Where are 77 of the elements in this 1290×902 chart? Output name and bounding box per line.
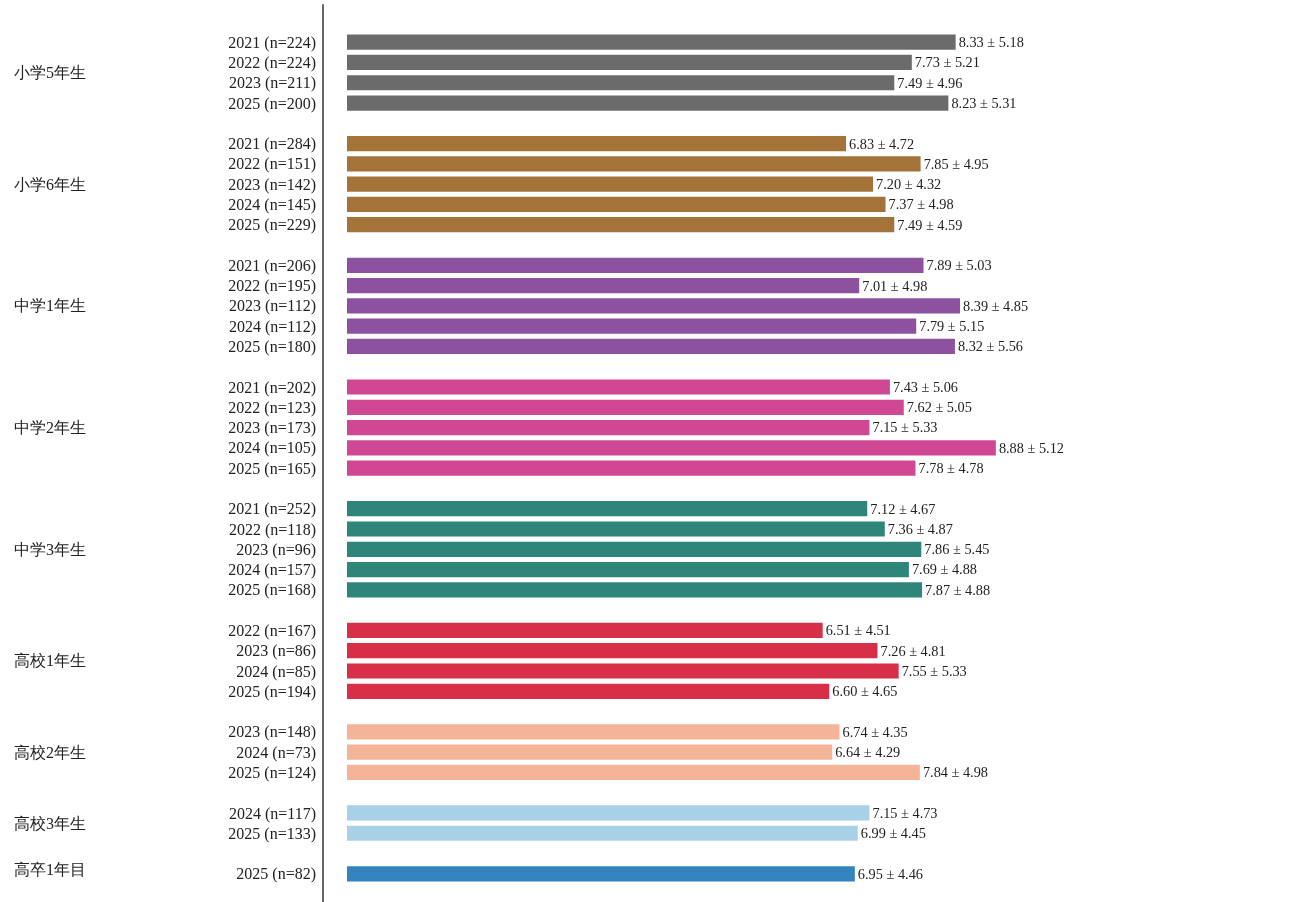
y-tick-label: 2022 (n=167) [228, 622, 316, 641]
data-label: 8.32 ± 5.56 [957, 338, 1024, 355]
text: 高校2年生 [14, 744, 86, 761]
y-tick-label: 2025 (n=194) [228, 682, 316, 701]
data-label: 7.37 ± 4.98 [888, 196, 954, 213]
y-tick-label: 2023 (n=86) [236, 642, 316, 661]
y-tick-label: 2022 (n=195) [228, 277, 316, 296]
data-label: 7.49 ± 4.96 [897, 74, 963, 91]
data-label: 7.36 ± 4.87 [887, 520, 953, 537]
y-tick-label: 2022 (n=123) [228, 398, 316, 417]
text: 小学6年生 [14, 176, 86, 193]
y-tick-label: 2025 (n=180) [228, 338, 316, 357]
y-tick-label: 2021 (n=224) [228, 33, 316, 52]
y-tick-label: 2025 (n=229) [228, 216, 316, 235]
y-tick-label: 2021 (n=206) [228, 256, 316, 275]
text: 小学5年生 [14, 64, 86, 81]
data-label: 7.78 ± 4.78 [918, 460, 984, 477]
y-tick-label: 2024 (n=117) [228, 804, 316, 823]
data-label: 7.55 ± 5.33 [901, 662, 967, 679]
y-tick-label: 2023 (n=96) [236, 540, 316, 559]
y-tick-label: 2024 (n=112) [228, 317, 316, 336]
y-tick-label: 2023 (n=211) [228, 74, 316, 93]
data-label: 7.01 ± 4.98 [862, 277, 928, 294]
data-label: 7.43 ± 5.06 [892, 378, 958, 395]
y-tick-label: 2025 (n=133) [228, 824, 316, 843]
text: 中学1年生 [14, 297, 86, 314]
data-label: 8.33 ± 5.18 [958, 34, 1024, 51]
data-label: 7.20 ± 4.32 [876, 176, 942, 193]
y-tick-label: 2022 (n=151) [228, 155, 316, 174]
data-label: 6.60 ± 4.65 [832, 683, 898, 700]
data-label: 7.26 ± 4.81 [880, 642, 946, 659]
data-label: 8.88 ± 5.12 [998, 439, 1064, 456]
data-label: 8.23 ± 5.31 [951, 94, 1017, 111]
y-tick-label: 2022 (n=224) [228, 54, 316, 73]
y-tick-label: 2023 (n=112) [228, 297, 316, 316]
y-tick-label: 2025 (n=165) [228, 459, 316, 478]
data-label: 6.99 ± 4.45 [860, 825, 926, 842]
text: 高校1年生 [14, 652, 86, 669]
data-label: 7.12 ± 4.67 [870, 500, 936, 517]
data-label: 6.74 ± 4.35 [842, 723, 908, 740]
data-label: 6.83 ± 4.72 [849, 135, 915, 152]
text: 中学3年生 [14, 541, 86, 558]
y-tick-label: 2023 (n=142) [228, 175, 316, 194]
y-tick-label: 2021 (n=284) [228, 135, 316, 154]
data-label: 7.86 ± 5.45 [924, 541, 990, 558]
y-tick-label: 2025 (n=168) [228, 581, 316, 600]
text: 中学2年生 [14, 419, 86, 436]
data-label: 6.64 ± 4.29 [835, 744, 901, 761]
data-label: 7.89 ± 5.03 [926, 257, 992, 274]
y-tick-label: 2024 (n=105) [228, 439, 316, 458]
y-tick-label: 2025 (n=200) [228, 94, 316, 113]
y-tick-label: 2023 (n=148) [228, 723, 316, 742]
y-tick-label: 2021 (n=202) [228, 378, 316, 397]
data-label: 6.51 ± 4.51 [825, 622, 891, 639]
data-label: 7.49 ± 4.59 [897, 216, 963, 233]
y-tick-label: 2023 (n=173) [228, 419, 316, 438]
data-label: 7.62 ± 5.05 [906, 399, 972, 416]
y-tick-label: 2024 (n=145) [228, 196, 316, 215]
y-tick-label: 2025 (n=82) [236, 865, 316, 884]
data-label: 8.39 ± 4.85 [963, 297, 1029, 314]
data-label: 7.15 ± 5.33 [872, 419, 938, 436]
data-label: 7.15 ± 4.73 [872, 804, 938, 821]
data-label: 7.85 ± 4.95 [923, 155, 989, 172]
y-tick-label: 2024 (n=157) [228, 561, 316, 580]
y-tick-label: 2024 (n=85) [236, 662, 316, 681]
data-label: 7.73 ± 5.21 [914, 54, 980, 71]
data-label: 7.69 ± 4.88 [911, 561, 977, 578]
y-tick-label: 2022 (n=118) [228, 520, 316, 539]
y-tick-label: 2025 (n=124) [228, 764, 316, 783]
y-tick-label: 2021 (n=252) [228, 500, 316, 519]
data-label: 7.79 ± 5.15 [919, 318, 985, 335]
y-tick-label: 2024 (n=73) [236, 743, 316, 762]
data-label: 7.87 ± 4.88 [925, 581, 991, 598]
data-label: 6.95 ± 4.46 [857, 865, 923, 882]
data-label: 7.84 ± 4.98 [922, 764, 988, 781]
text: 高校3年生 [14, 815, 86, 832]
text: 高卒1年目 [14, 861, 86, 878]
